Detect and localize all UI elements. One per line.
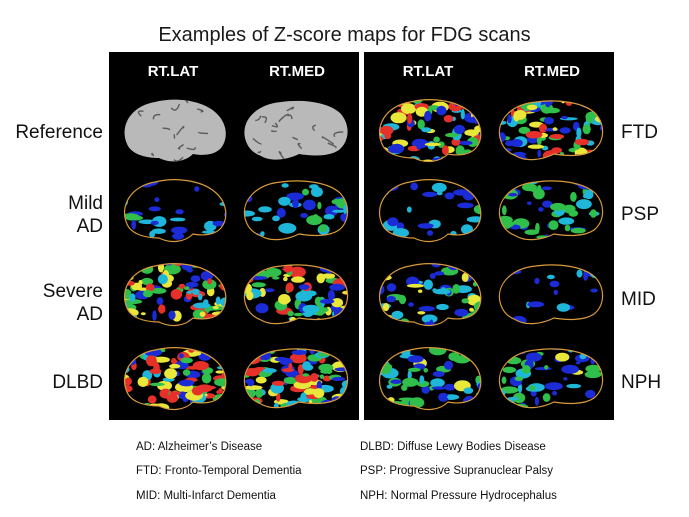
row-label-nph: NPH bbox=[621, 372, 662, 393]
scan-mild-ad-medial bbox=[237, 172, 355, 250]
scan-panel-left: RT.LAT RT.MED bbox=[109, 52, 359, 420]
brain-outline bbox=[498, 100, 604, 161]
row-label-mild-ad-line-1: Mild bbox=[68, 193, 103, 214]
legend-dlbd: DLBD: Diffuse Lewy Bodies Disease bbox=[360, 441, 546, 453]
brain-outline bbox=[123, 263, 227, 327]
brain-outline bbox=[123, 347, 227, 411]
scan-psp-lateral bbox=[370, 172, 488, 250]
scan-nph-medial bbox=[492, 340, 610, 418]
scan-dlbd-medial bbox=[237, 340, 355, 418]
row-label-severe-ad-line-1: Severe bbox=[42, 281, 103, 302]
scan-dlbd-lateral bbox=[115, 340, 233, 418]
scan-mild-ad-lateral bbox=[115, 172, 233, 250]
scan-mid-medial bbox=[492, 256, 610, 334]
scan-ftd-medial bbox=[492, 92, 610, 170]
column-header-rt-med-right: RT.MED bbox=[524, 63, 580, 80]
row-label-severe-ad: Severe AD bbox=[0, 280, 103, 326]
row-label-psp: PSP bbox=[621, 204, 660, 225]
row-label-ftd: FTD bbox=[621, 122, 658, 143]
brain-outline bbox=[498, 348, 604, 409]
row-label-mild-ad: Mild AD bbox=[0, 192, 103, 238]
brain-outline bbox=[378, 179, 482, 243]
row-label-severe-ad-line-2: AD bbox=[76, 304, 103, 325]
scan-severe-ad-medial bbox=[237, 256, 355, 334]
brain-outline bbox=[498, 180, 604, 241]
legend-ad: AD: Alzheimer’s Disease bbox=[136, 441, 263, 453]
brain-outline bbox=[243, 180, 349, 241]
brain-surface bbox=[244, 100, 348, 160]
column-header-rt-lat-left: RT.LAT bbox=[147, 63, 199, 80]
legend-ftd: FTD: Fronto-Temporal Dementia bbox=[136, 465, 302, 477]
scan-nph-lateral bbox=[370, 340, 488, 418]
brain-outline bbox=[123, 179, 227, 243]
legend-psp: PSP: Progressive Supranuclear Palsy bbox=[360, 465, 554, 477]
row-label-reference: Reference bbox=[15, 122, 103, 143]
scan-reference-lateral bbox=[115, 92, 233, 170]
brain-outline bbox=[498, 264, 604, 325]
brain-outline bbox=[378, 99, 482, 163]
scan-severe-ad-lateral bbox=[115, 256, 233, 334]
brain-surface bbox=[124, 99, 226, 162]
brain-outline bbox=[243, 348, 349, 409]
legend-nph: NPH: Normal Pressure Hydrocephalus bbox=[360, 490, 557, 502]
scan-ftd-lateral bbox=[370, 92, 488, 170]
legend-mid: MID: Multi-Infarct Dementia bbox=[136, 490, 276, 502]
figure-title: Examples of Z-score maps for FDG scans bbox=[158, 24, 531, 46]
brain-outline bbox=[243, 264, 349, 325]
brain-outline bbox=[378, 347, 482, 411]
column-header-rt-med-left: RT.MED bbox=[269, 63, 325, 80]
row-label-mid: MID bbox=[621, 289, 656, 310]
row-label-dlbd: DLBD bbox=[52, 372, 103, 393]
row-label-mild-ad-line-2: AD bbox=[76, 216, 103, 237]
brain-outline bbox=[378, 263, 482, 327]
column-header-rt-lat-right: RT.LAT bbox=[402, 63, 454, 80]
scan-mid-lateral bbox=[370, 256, 488, 334]
scan-reference-medial bbox=[237, 92, 355, 170]
scan-psp-medial bbox=[492, 172, 610, 250]
scan-panel-right: RT.LAT RT.MED bbox=[364, 52, 614, 420]
